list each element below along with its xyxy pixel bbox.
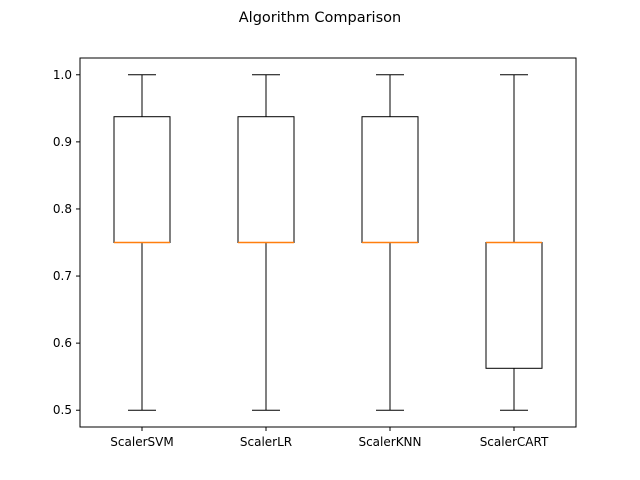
box-group-scalersvm [113, 74, 171, 411]
y-tick-label: 1.0 [53, 68, 72, 82]
y-tick-label: 0.9 [53, 135, 72, 149]
y-tick-label: 0.6 [53, 336, 72, 350]
x-tick-label: ScalerKNN [358, 435, 421, 449]
axes-frame [79, 57, 577, 428]
box-group-scalerknn [361, 74, 419, 411]
iqr-box [113, 116, 171, 243]
y-axis: 0.5 0.6 0.7 0.8 0.9 1.0 [53, 68, 80, 417]
iqr-box [485, 242, 543, 369]
iqr-box [361, 116, 419, 243]
plot-marks [113, 74, 543, 411]
chart-title: Algorithm Comparison [239, 10, 401, 26]
y-tick-label: 0.8 [53, 202, 72, 216]
box-group-scalerlr [237, 74, 295, 411]
x-axis: ScalerSVM ScalerLR ScalerKNN ScalerCART [110, 427, 549, 449]
x-tick-label: ScalerSVM [110, 435, 173, 449]
x-tick-label: ScalerCART [480, 435, 549, 449]
y-tick-label: 0.5 [53, 403, 72, 417]
y-tick-label: 0.7 [53, 269, 72, 283]
x-tick-label: ScalerLR [240, 435, 292, 449]
box-group-scalercart [485, 74, 543, 411]
iqr-box [237, 116, 295, 243]
